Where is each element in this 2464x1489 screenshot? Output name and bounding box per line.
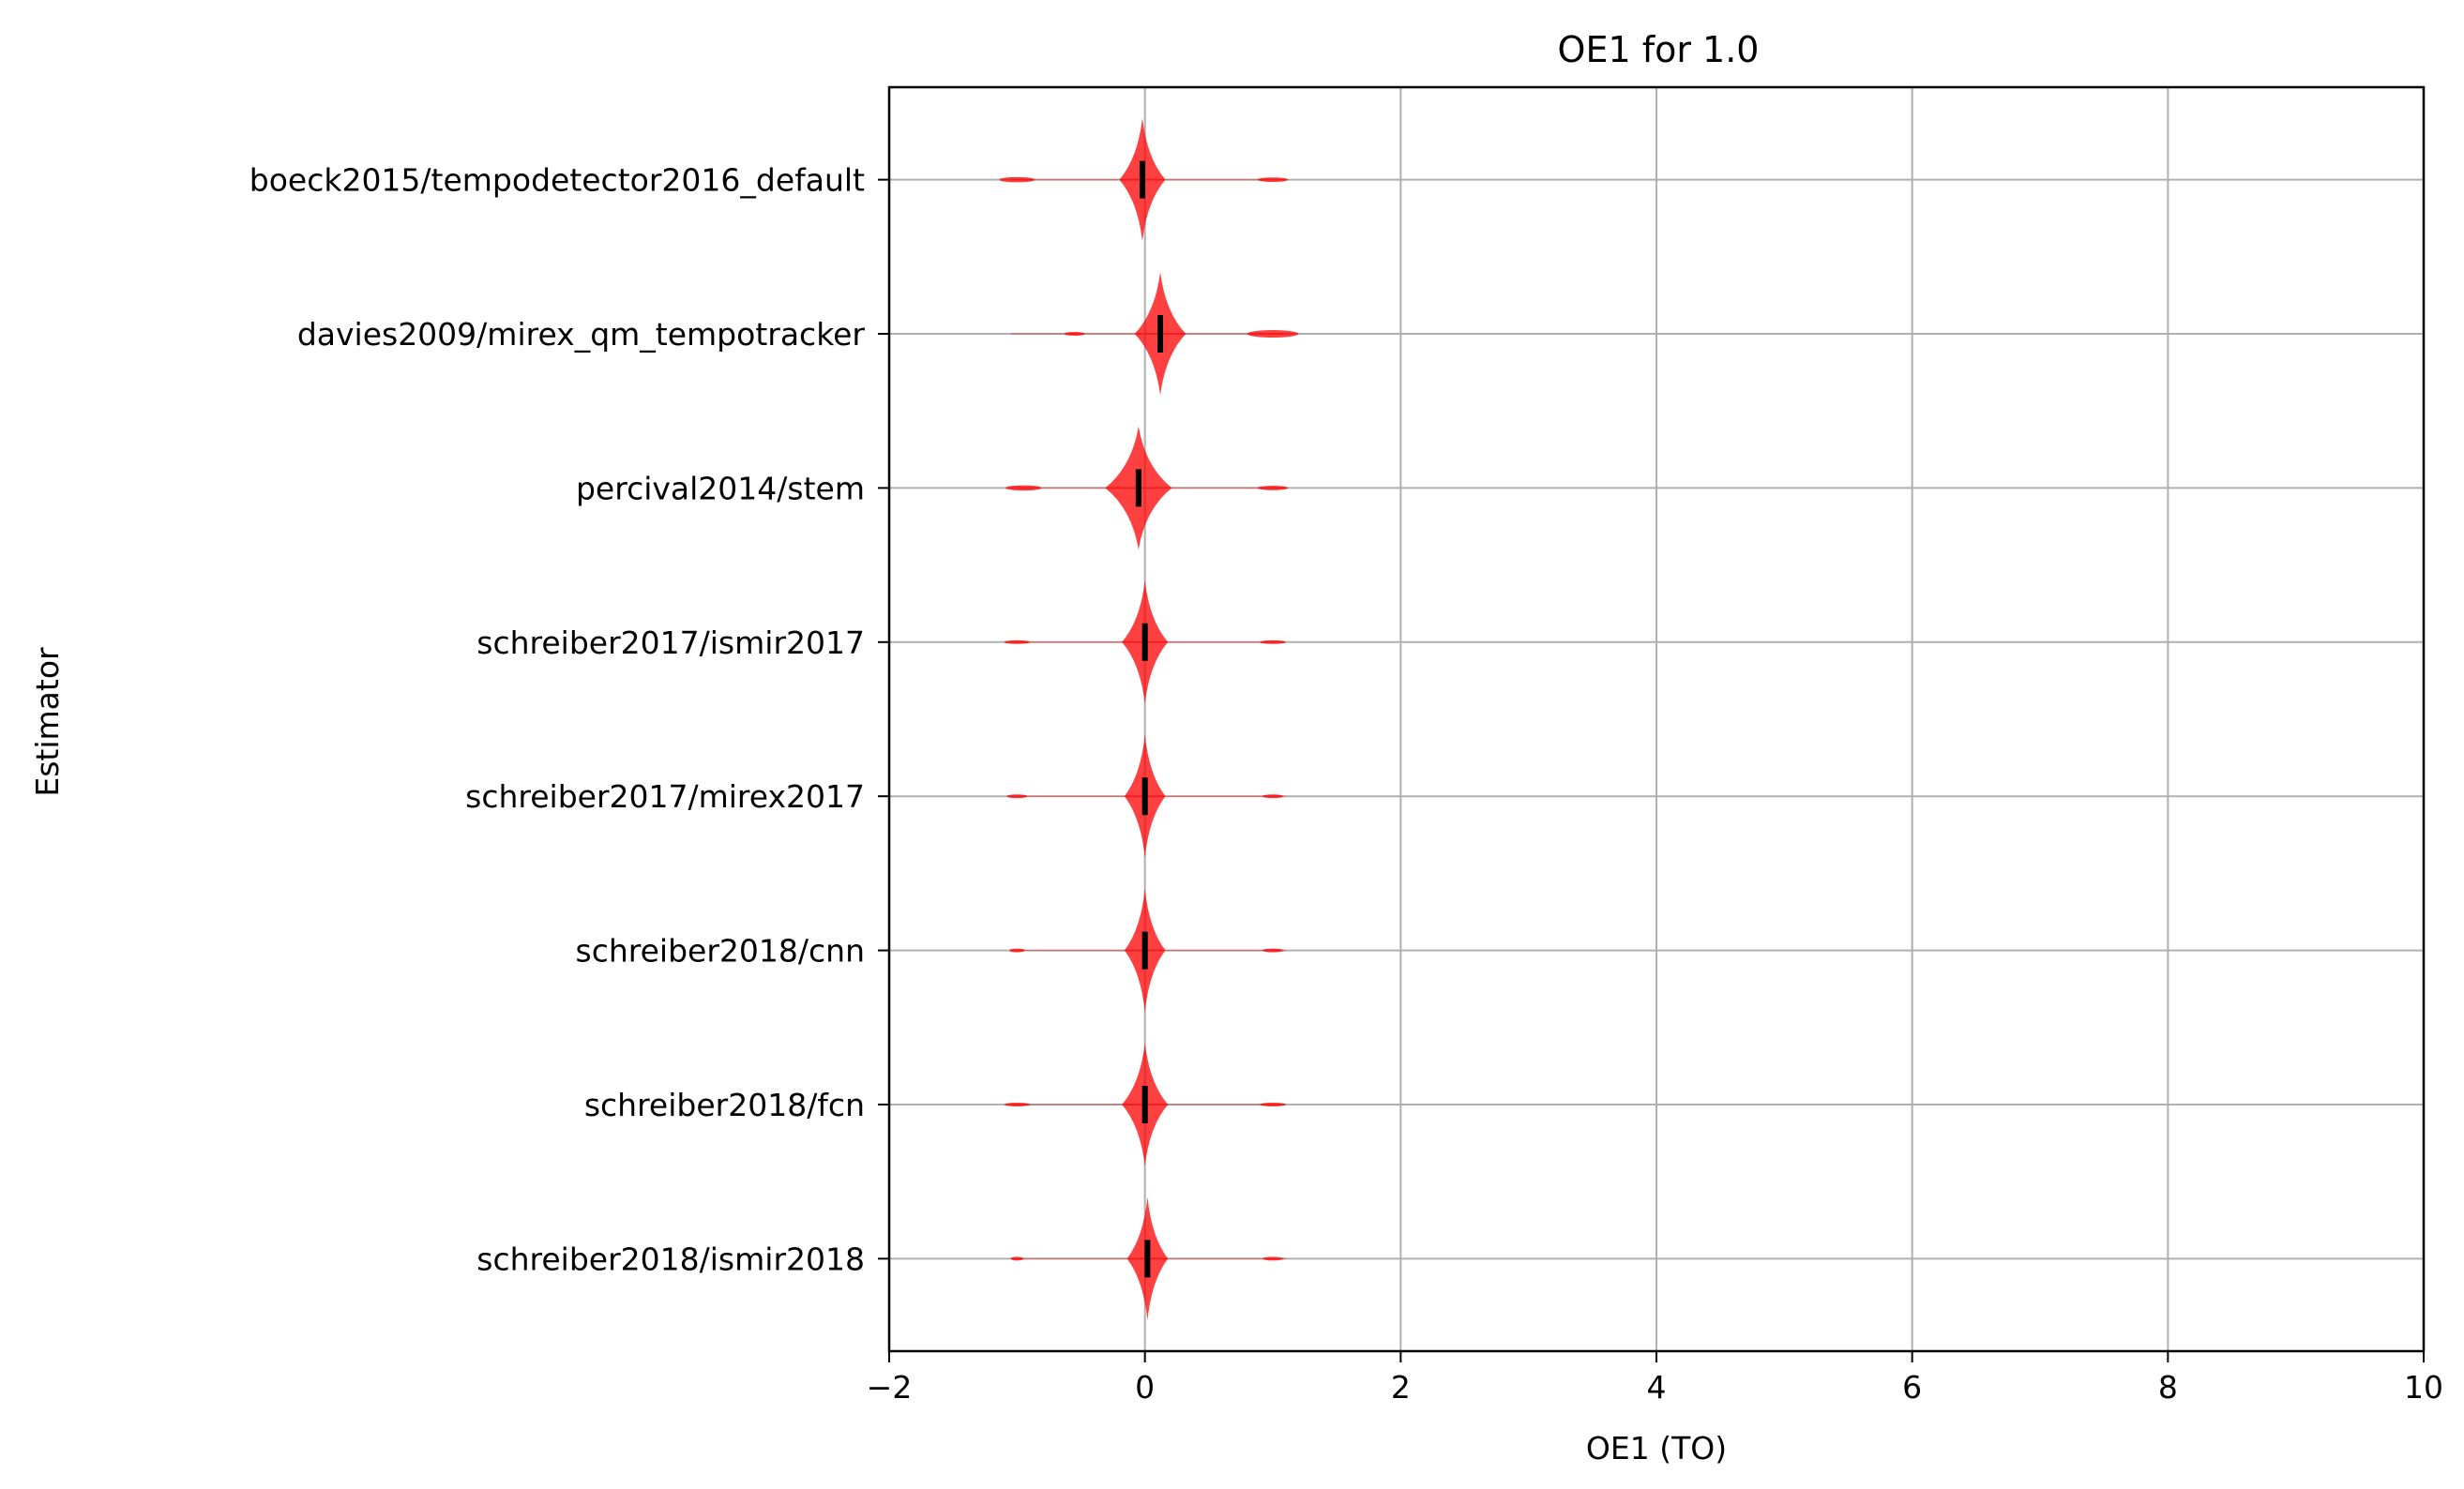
- x-tick-label: 0: [1135, 1369, 1155, 1406]
- violin-lobe: [1009, 948, 1025, 953]
- violin-lobe: [1004, 639, 1030, 644]
- y-axis-label: Estimator: [29, 647, 66, 797]
- violin-lobe: [1257, 177, 1289, 183]
- violin-lobe: [1260, 1102, 1286, 1106]
- violin-lobe: [1260, 639, 1286, 644]
- violin-lobe: [1262, 794, 1283, 799]
- x-tick-label: 6: [1902, 1369, 1922, 1406]
- x-axis-label: OE1 (TO): [1586, 1430, 1727, 1466]
- medians: [1135, 160, 1164, 1278]
- violin-lobe: [999, 176, 1035, 183]
- x-tick-label: 8: [2158, 1369, 2178, 1406]
- x-tick-label: 4: [1647, 1369, 1667, 1406]
- y-tick-label: boeck2015/tempodetector2016_default: [249, 162, 865, 199]
- y-tick-label: schreiber2018/fcn: [584, 1087, 865, 1123]
- y-tick-label: schreiber2017/ismir2017: [476, 624, 865, 661]
- violin-lobe: [1006, 794, 1028, 799]
- violin-lobe: [1005, 485, 1042, 491]
- violin-lobe: [1247, 330, 1299, 338]
- y-tick-label: schreiber2017/mirex2017: [465, 778, 865, 815]
- chart-title: OE1 for 1.0: [1558, 29, 1760, 70]
- y-tick-label: percival2014/stem: [576, 470, 865, 506]
- violin-lobe: [1004, 1102, 1030, 1106]
- violin-lobe: [1257, 486, 1289, 490]
- x-tick-label: 10: [2404, 1369, 2443, 1406]
- y-tick-label: davies2009/mirex_qm_tempotracker: [297, 316, 866, 353]
- y-tick-label: schreiber2018/cnn: [576, 933, 865, 970]
- violin-lobe: [1010, 1256, 1024, 1261]
- y-axis: boeck2015/tempodetector2016_defaultdavie…: [249, 162, 889, 1277]
- violin-lobe: [1262, 948, 1283, 953]
- y-tick-label: schreiber2018/ismir2018: [476, 1241, 865, 1277]
- violin-lobe: [1262, 1256, 1283, 1261]
- x-axis: −2 0 2 4 6 8 10: [867, 1351, 2443, 1406]
- x-tick-label: 2: [1391, 1369, 1411, 1406]
- violin-lobe: [1064, 332, 1085, 337]
- x-tick-label: −2: [867, 1369, 913, 1406]
